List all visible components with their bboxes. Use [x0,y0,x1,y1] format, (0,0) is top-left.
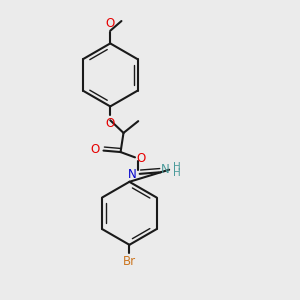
Text: O: O [106,117,115,130]
Text: O: O [137,152,146,165]
Text: H: H [173,162,180,172]
Text: O: O [106,17,115,30]
Text: N: N [128,168,137,181]
Text: O: O [91,142,100,156]
Text: H: H [173,168,180,178]
Text: N: N [161,163,170,176]
Text: Br: Br [123,254,136,268]
